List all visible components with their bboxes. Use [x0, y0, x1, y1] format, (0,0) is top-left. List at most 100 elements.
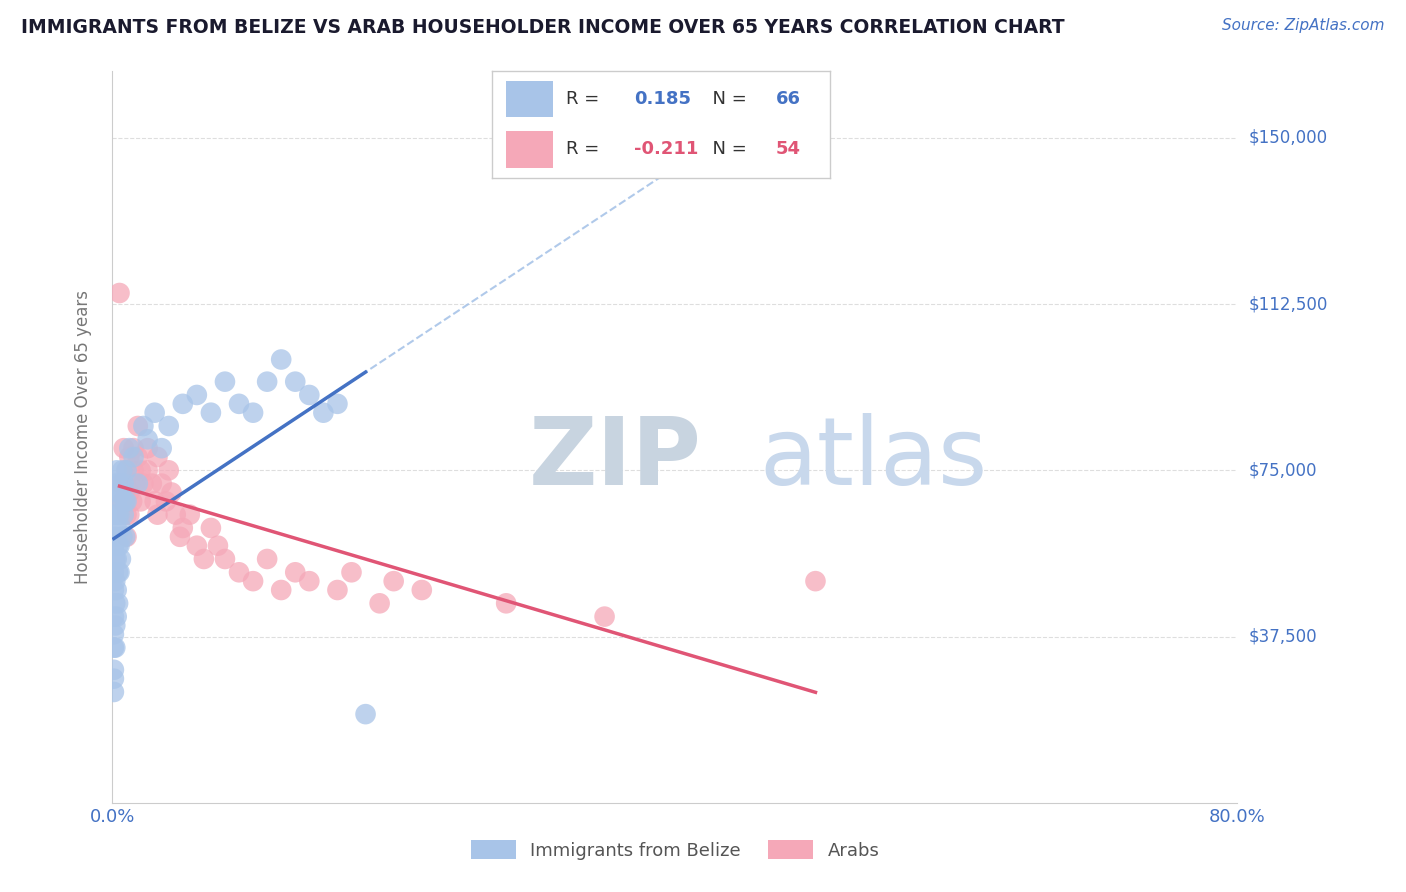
- Point: [114, 494, 136, 508]
- Point: [136, 441, 159, 455]
- Point: [157, 463, 180, 477]
- Point: [121, 494, 143, 508]
- Point: [169, 530, 191, 544]
- Point: [107, 485, 129, 500]
- Point: [129, 494, 152, 508]
- Point: [298, 388, 321, 402]
- Point: [207, 539, 229, 553]
- Point: [103, 627, 125, 641]
- Text: ZIP: ZIP: [529, 413, 702, 505]
- Point: [312, 406, 335, 420]
- Point: [115, 494, 138, 508]
- Point: [129, 463, 152, 477]
- Point: [107, 566, 129, 580]
- Point: [368, 596, 391, 610]
- Point: [127, 476, 149, 491]
- Point: [115, 463, 138, 477]
- Point: [242, 574, 264, 589]
- Point: [326, 582, 349, 597]
- Text: 66: 66: [776, 90, 800, 108]
- Point: [108, 476, 131, 491]
- Point: [110, 476, 132, 491]
- Text: $112,500: $112,500: [1249, 295, 1327, 313]
- Bar: [506, 131, 553, 168]
- Point: [105, 494, 128, 508]
- Point: [104, 618, 127, 632]
- Text: R =: R =: [567, 141, 606, 159]
- Text: -0.211: -0.211: [634, 141, 699, 159]
- Point: [186, 388, 208, 402]
- Point: [110, 485, 132, 500]
- Point: [114, 530, 136, 544]
- Text: $75,000: $75,000: [1249, 461, 1317, 479]
- Point: [284, 566, 307, 580]
- Point: [160, 485, 183, 500]
- Text: IMMIGRANTS FROM BELIZE VS ARAB HOUSEHOLDER INCOME OVER 65 YEARS CORRELATION CHAR: IMMIGRANTS FROM BELIZE VS ARAB HOUSEHOLD…: [21, 18, 1064, 37]
- Point: [105, 552, 128, 566]
- Bar: [506, 81, 553, 118]
- Point: [103, 685, 125, 699]
- Point: [118, 441, 141, 455]
- Point: [256, 552, 278, 566]
- Point: [110, 552, 132, 566]
- Point: [107, 508, 129, 522]
- Point: [214, 375, 236, 389]
- Point: [122, 450, 145, 464]
- Point: [104, 552, 127, 566]
- Text: $150,000: $150,000: [1249, 128, 1327, 147]
- Point: [200, 521, 222, 535]
- Text: 54: 54: [776, 141, 800, 159]
- Point: [127, 450, 149, 464]
- Point: [104, 596, 127, 610]
- Point: [120, 476, 142, 491]
- Point: [115, 508, 138, 522]
- Point: [411, 582, 433, 597]
- Point: [228, 397, 250, 411]
- Point: [108, 508, 131, 522]
- Point: [103, 640, 125, 655]
- Point: [270, 582, 292, 597]
- Point: [118, 450, 141, 464]
- Point: [104, 574, 127, 589]
- Point: [179, 508, 201, 522]
- Point: [108, 539, 131, 553]
- Point: [340, 566, 363, 580]
- Point: [132, 419, 155, 434]
- Point: [326, 397, 349, 411]
- Point: [228, 566, 250, 580]
- Text: atlas: atlas: [759, 413, 987, 505]
- Point: [157, 419, 180, 434]
- Point: [114, 476, 136, 491]
- Point: [172, 521, 194, 535]
- Point: [103, 582, 125, 597]
- Point: [105, 463, 128, 477]
- Legend: Immigrants from Belize, Arabs: Immigrants from Belize, Arabs: [471, 840, 879, 860]
- Point: [186, 539, 208, 553]
- Point: [143, 406, 166, 420]
- Point: [103, 663, 125, 677]
- Point: [105, 609, 128, 624]
- Point: [104, 640, 127, 655]
- Point: [593, 609, 616, 624]
- Point: [104, 530, 127, 544]
- Point: [146, 450, 169, 464]
- Point: [111, 463, 134, 477]
- Text: $37,500: $37,500: [1249, 628, 1317, 646]
- Point: [804, 574, 827, 589]
- Point: [155, 494, 177, 508]
- Point: [165, 508, 187, 522]
- Point: [103, 609, 125, 624]
- Point: [200, 406, 222, 420]
- Point: [105, 582, 128, 597]
- Point: [104, 508, 127, 522]
- Text: 0.185: 0.185: [634, 90, 690, 108]
- Point: [354, 707, 377, 722]
- Point: [112, 508, 135, 522]
- Point: [146, 508, 169, 522]
- Point: [122, 441, 145, 455]
- Text: N =: N =: [702, 141, 752, 159]
- Point: [105, 521, 128, 535]
- Point: [112, 441, 135, 455]
- Point: [141, 476, 163, 491]
- Point: [108, 566, 131, 580]
